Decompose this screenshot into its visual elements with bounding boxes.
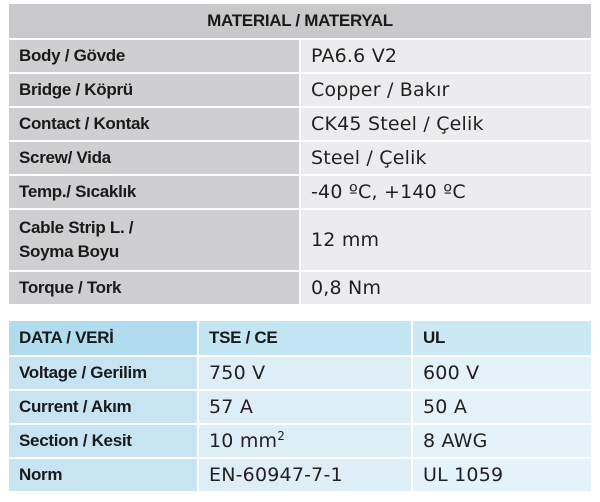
- material-row: Cable Strip L. / Soyma Boyu 12 mm: [7, 208, 593, 272]
- data-ul-value: 50 A: [411, 389, 593, 425]
- data-label: Norm: [7, 457, 199, 493]
- data-tse-value: EN-60947-7-1: [197, 457, 413, 493]
- data-tse-value: 10 mm2: [197, 423, 413, 459]
- material-label-line: Cable Strip L. /: [19, 218, 134, 237]
- material-label: Contact / Kontak: [7, 106, 301, 142]
- data-row: Section / Kesit 10 mm2 8 AWG: [7, 423, 593, 459]
- data-label: Section / Kesit: [7, 423, 199, 459]
- material-label: Cable Strip L. / Soyma Boyu: [7, 208, 301, 272]
- data-header-row: DATA / VERİ TSE / CE UL: [7, 319, 593, 357]
- data-header-ul: UL: [411, 319, 593, 357]
- material-label-line: Soyma Boyu: [19, 242, 119, 261]
- data-ul-value: UL 1059: [411, 457, 593, 493]
- data-tse-value: 750 V: [197, 355, 413, 391]
- material-row: Body / Gövde PA6.6 V2: [7, 38, 593, 74]
- material-header-row: MATERIAL / MATERYAL: [7, 2, 593, 40]
- data-row: Current / Akım 57 A 50 A: [7, 389, 593, 425]
- material-row: Temp./ Sıcaklık -40 ºC, +140 ºC: [7, 174, 593, 210]
- material-label: Temp./ Sıcaklık: [7, 174, 301, 210]
- material-value: 0,8 Nm: [299, 270, 593, 306]
- material-value: Copper / Bakır: [299, 72, 593, 108]
- material-value: CK45 Steel / Çelik: [299, 106, 593, 142]
- section-unit-superscript: 2: [277, 429, 286, 443]
- material-value: 12 mm: [299, 208, 593, 272]
- data-row: Norm EN-60947-7-1 UL 1059: [7, 457, 593, 493]
- data-header-label: DATA / VERİ: [7, 319, 199, 357]
- material-label: Torque / Tork: [7, 270, 301, 306]
- material-value: -40 ºC, +140 ºC: [299, 174, 593, 210]
- data-table: DATA / VERİ TSE / CE UL Voltage / Gerili…: [7, 319, 593, 493]
- material-label: Bridge / Köprü: [7, 72, 301, 108]
- data-ul-value: 600 V: [411, 355, 593, 391]
- material-row: Screw/ Vida Steel / Çelik: [7, 140, 593, 176]
- material-table: MATERIAL / MATERYAL Body / Gövde PA6.6 V…: [7, 2, 593, 306]
- data-tse-value: 57 A: [197, 389, 413, 425]
- material-value: PA6.6 V2: [299, 38, 593, 74]
- section-value: 10 mm: [209, 430, 278, 452]
- data-ul-value: 8 AWG: [411, 423, 593, 459]
- material-row: Bridge / Köprü Copper / Bakır: [7, 72, 593, 108]
- material-label: Screw/ Vida: [7, 140, 301, 176]
- material-title: MATERIAL / MATERYAL: [7, 2, 593, 40]
- material-label: Body / Gövde: [7, 38, 301, 74]
- data-label: Voltage / Gerilim: [7, 355, 199, 391]
- data-row: Voltage / Gerilim 750 V 600 V: [7, 355, 593, 391]
- data-header-tse: TSE / CE: [197, 319, 413, 357]
- data-label: Current / Akım: [7, 389, 199, 425]
- material-row: Torque / Tork 0,8 Nm: [7, 270, 593, 306]
- material-value: Steel / Çelik: [299, 140, 593, 176]
- material-row: Contact / Kontak CK45 Steel / Çelik: [7, 106, 593, 142]
